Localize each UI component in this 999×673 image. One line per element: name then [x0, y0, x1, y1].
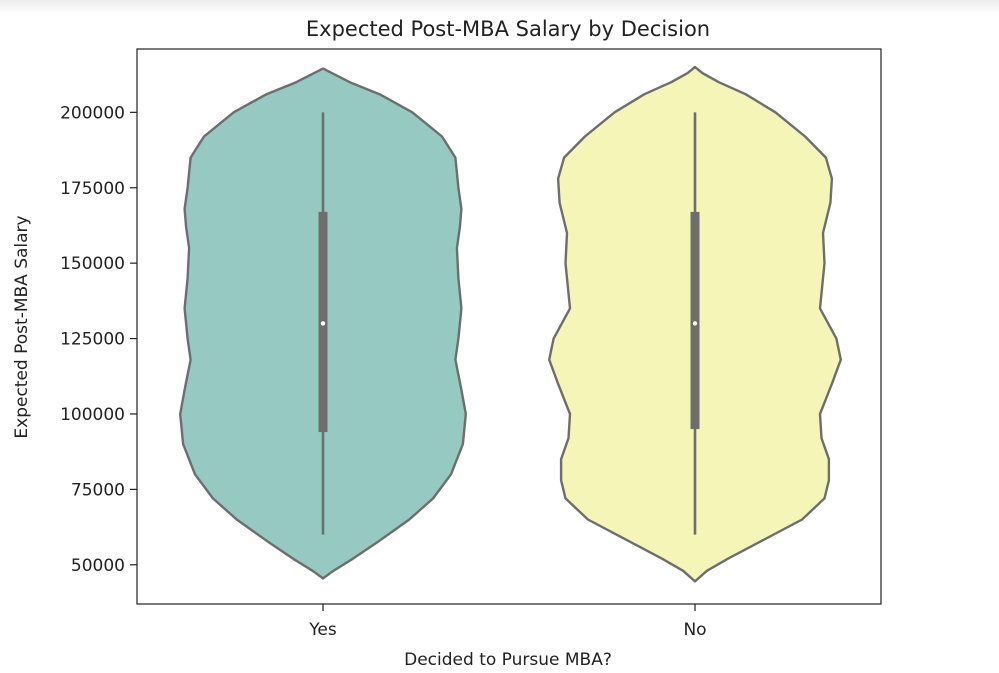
- iqr-box-no: [690, 211, 700, 430]
- violin-yes: [179, 67, 467, 580]
- x-axis: Yes No: [308, 604, 707, 640]
- chart-title: Expected Post-MBA Salary by Decision: [306, 17, 710, 41]
- y-tick-label: 125000: [60, 330, 125, 350]
- y-tick-label: 150000: [60, 254, 125, 274]
- window-top-bar: [0, 0, 999, 14]
- x-axis-label: Decided to Pursue MBA?: [404, 650, 612, 670]
- violins-layer: [179, 65, 842, 583]
- y-tick-label: 50000: [71, 556, 125, 576]
- y-tick-label: 175000: [60, 179, 125, 199]
- y-tick-label: 75000: [71, 480, 125, 500]
- x-tick-label: Yes: [308, 620, 337, 640]
- violin-no: [548, 65, 842, 583]
- y-tick-label: 200000: [60, 103, 125, 123]
- y-axis: 50000 75000 100000 125000 150000 175000 200000: [60, 103, 137, 576]
- y-tick-label: 100000: [60, 405, 125, 425]
- x-tick-label: No: [683, 620, 706, 640]
- y-axis-label: Expected Post-MBA Salary: [12, 215, 32, 438]
- median-dot-no: [692, 321, 698, 326]
- plot-frame: [136, 48, 882, 605]
- median-dot-yes: [320, 321, 326, 326]
